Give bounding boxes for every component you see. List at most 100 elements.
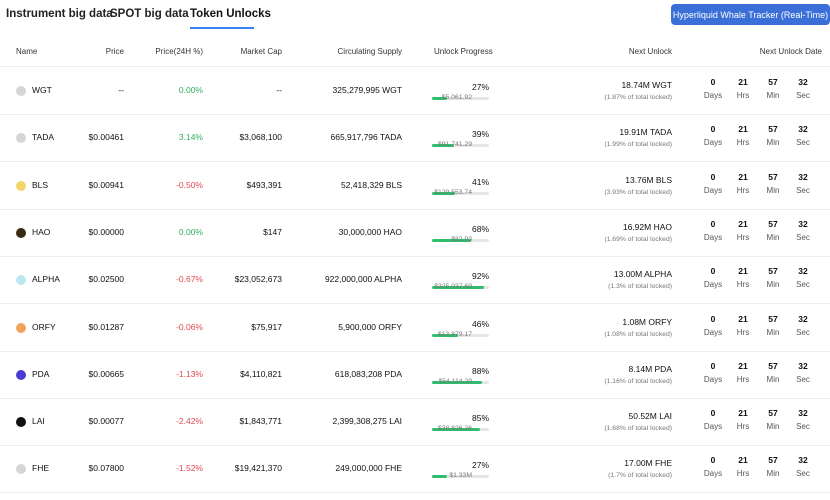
token-symbol[interactable]: HAO <box>32 226 51 237</box>
countdown-sec-label: Sec <box>796 232 810 242</box>
token-symbol[interactable]: BLS <box>32 179 49 190</box>
token-price: $0.02500 <box>88 274 124 285</box>
hao-coin-icon <box>16 227 26 238</box>
price-change-24h: 3.14% <box>178 132 203 143</box>
table-row[interactable]: TADA $0.00461 3.14% $3,068,100 665,917,7… <box>0 114 830 163</box>
hyperliquid-whale-tracker-button[interactable]: Hyperliquid Whale Tracker (Real-Time) <box>671 4 830 25</box>
countdown-days-value: 0 <box>710 77 716 87</box>
circulating-supply: 922,000,000 ALPHA <box>324 274 402 285</box>
bls-coin-icon <box>16 180 26 191</box>
countdown-min-value: 57 <box>768 218 778 229</box>
unlock-progress-bar <box>432 238 489 242</box>
countdown-sec-value: 32 <box>798 218 808 229</box>
countdown-hrs-value: 21 <box>738 408 748 419</box>
table-row[interactable]: LAI $0.00077 -2.42% $1,843,771 2,399,308… <box>0 398 830 447</box>
countdown-hrs-value: 21 <box>738 77 748 87</box>
next-unlock-amount: 18.74M WGT <box>621 80 672 90</box>
unlock-progress-bar <box>432 475 489 479</box>
next-unlock-value: $5,061.92 <box>441 94 472 101</box>
next-unlock-value: $82.93 <box>451 235 472 243</box>
countdown-min-value: 57 <box>768 313 778 324</box>
market-cap: $4,110,821 <box>240 368 282 379</box>
tada-coin-icon <box>16 133 26 144</box>
next-unlock-percent-locked: (1.68% of total locked) <box>604 425 672 433</box>
header-unlock-progress[interactable]: Unlock Progress <box>434 47 493 56</box>
next-unlock-amount: 17.00M FHE <box>624 458 672 469</box>
price-change-24h: -2.42% <box>176 416 203 427</box>
token-symbol[interactable]: FHE <box>32 463 49 474</box>
table-row[interactable]: BLS $0.00941 -0.50% $493,391 52,418,329 … <box>0 162 830 210</box>
unlock-progress-percent: 46% <box>471 318 489 329</box>
countdown-days-value: 0 <box>710 266 716 277</box>
countdown-days-value: 0 <box>710 360 716 371</box>
token-price: $0.00000 <box>88 226 124 237</box>
countdown-min-value: 57 <box>768 266 778 277</box>
circulating-supply: 30,000,000 HAO <box>338 226 402 237</box>
countdown-min-label: Min <box>766 327 780 337</box>
unlock-progress-percent: 41% <box>471 176 489 187</box>
unlock-progress-bar <box>432 191 489 195</box>
table-row[interactable]: ALPHA $0.02500 -0.67% $23,052,673 922,00… <box>0 256 830 305</box>
unlock-progress-fill <box>432 428 481 432</box>
table-row[interactable]: FHE $0.07800 -1.52% $19,421,370 249,000,… <box>0 445 830 494</box>
price-change-24h: 0.00% <box>178 226 203 237</box>
unlock-progress-percent: 27% <box>471 82 489 92</box>
countdown-days-label: Days <box>703 374 723 384</box>
countdown-days-label: Days <box>703 327 723 337</box>
table-row[interactable]: ORFY $0.01287 -0.06% $75,917 5,900,000 O… <box>0 304 830 352</box>
price-change-24h: -0.67% <box>176 274 203 285</box>
token-symbol[interactable]: ORFY <box>32 321 56 332</box>
countdown-hrs-label: Hrs <box>736 91 750 100</box>
unlock-progress-bar <box>432 144 489 148</box>
countdown-min-label: Min <box>766 469 780 479</box>
countdown-sec-label: Sec <box>796 138 810 148</box>
header-next-unlock-date[interactable]: Next Unlock Date <box>759 47 822 56</box>
market-cap: $493,391 <box>246 179 282 190</box>
table-row[interactable]: PDA $0.00665 -1.13% $4,110,821 618,083,2… <box>0 351 830 399</box>
token-symbol[interactable]: ALPHA <box>32 274 60 285</box>
tab-token-unlocks[interactable]: Token Unlocks <box>190 8 271 20</box>
table-row[interactable]: WGT -- 0.00% -- 325,279,995 WGT 27% 18.7… <box>0 67 830 115</box>
countdown-sec-value: 32 <box>798 455 808 466</box>
token-symbol[interactable]: PDA <box>32 368 50 379</box>
price-change-24h: -0.50% <box>176 179 203 190</box>
countdown-min-value: 57 <box>768 171 778 182</box>
market-cap: -- <box>276 85 282 95</box>
countdown-min-value: 57 <box>768 124 778 135</box>
countdown-min-value: 57 <box>768 408 778 419</box>
header-name[interactable]: Name <box>16 47 38 56</box>
countdown-days-label: Days <box>703 91 723 100</box>
tab-instrument-big-data[interactable]: Instrument big data <box>6 8 113 20</box>
token-symbol[interactable]: TADA <box>32 132 55 143</box>
token-symbol[interactable]: LAI <box>32 416 45 427</box>
circulating-supply: 2,399,308,275 LAI <box>332 416 402 427</box>
market-cap: $19,421,370 <box>234 463 282 474</box>
unlock-progress-fill <box>432 286 485 290</box>
countdown-sec-label: Sec <box>796 280 810 290</box>
market-cap: $23,052,673 <box>234 274 282 285</box>
header-next-unlock[interactable]: Next Unlock <box>628 47 672 56</box>
countdown-hrs-label: Hrs <box>736 232 750 242</box>
header-circulating-supply[interactable]: Circulating Supply <box>337 47 402 56</box>
countdown-min-label: Min <box>766 185 780 195</box>
token-price: $0.00665 <box>88 368 124 379</box>
lai-coin-icon <box>16 417 26 428</box>
unlock-progress-percent: 85% <box>471 413 489 424</box>
countdown-days-label: Days <box>703 280 723 290</box>
token-symbol[interactable]: WGT <box>32 85 52 95</box>
header-price[interactable]: Price <box>105 47 124 56</box>
unlock-progress-bar <box>432 286 489 290</box>
header-price-change[interactable]: Price(24H %) <box>155 47 203 56</box>
countdown-min-label: Min <box>766 138 780 148</box>
tab-spot-big-data[interactable]: SPOT big data <box>110 8 189 20</box>
countdown-days-label: Days <box>703 469 723 479</box>
next-unlock-amount: 1.08M ORFY <box>622 316 672 327</box>
market-cap: $1,843,771 <box>239 416 282 427</box>
header-market-cap[interactable]: Market Cap <box>240 47 282 56</box>
alpha-coin-icon <box>16 275 26 286</box>
table-row[interactable]: HAO $0.00000 0.00% $147 30,000,000 HAO 6… <box>0 209 830 257</box>
countdown-hrs-value: 21 <box>738 313 748 324</box>
unlock-progress-fill <box>432 144 455 148</box>
token-price: -- <box>118 85 124 95</box>
unlock-progress-fill <box>432 97 448 100</box>
